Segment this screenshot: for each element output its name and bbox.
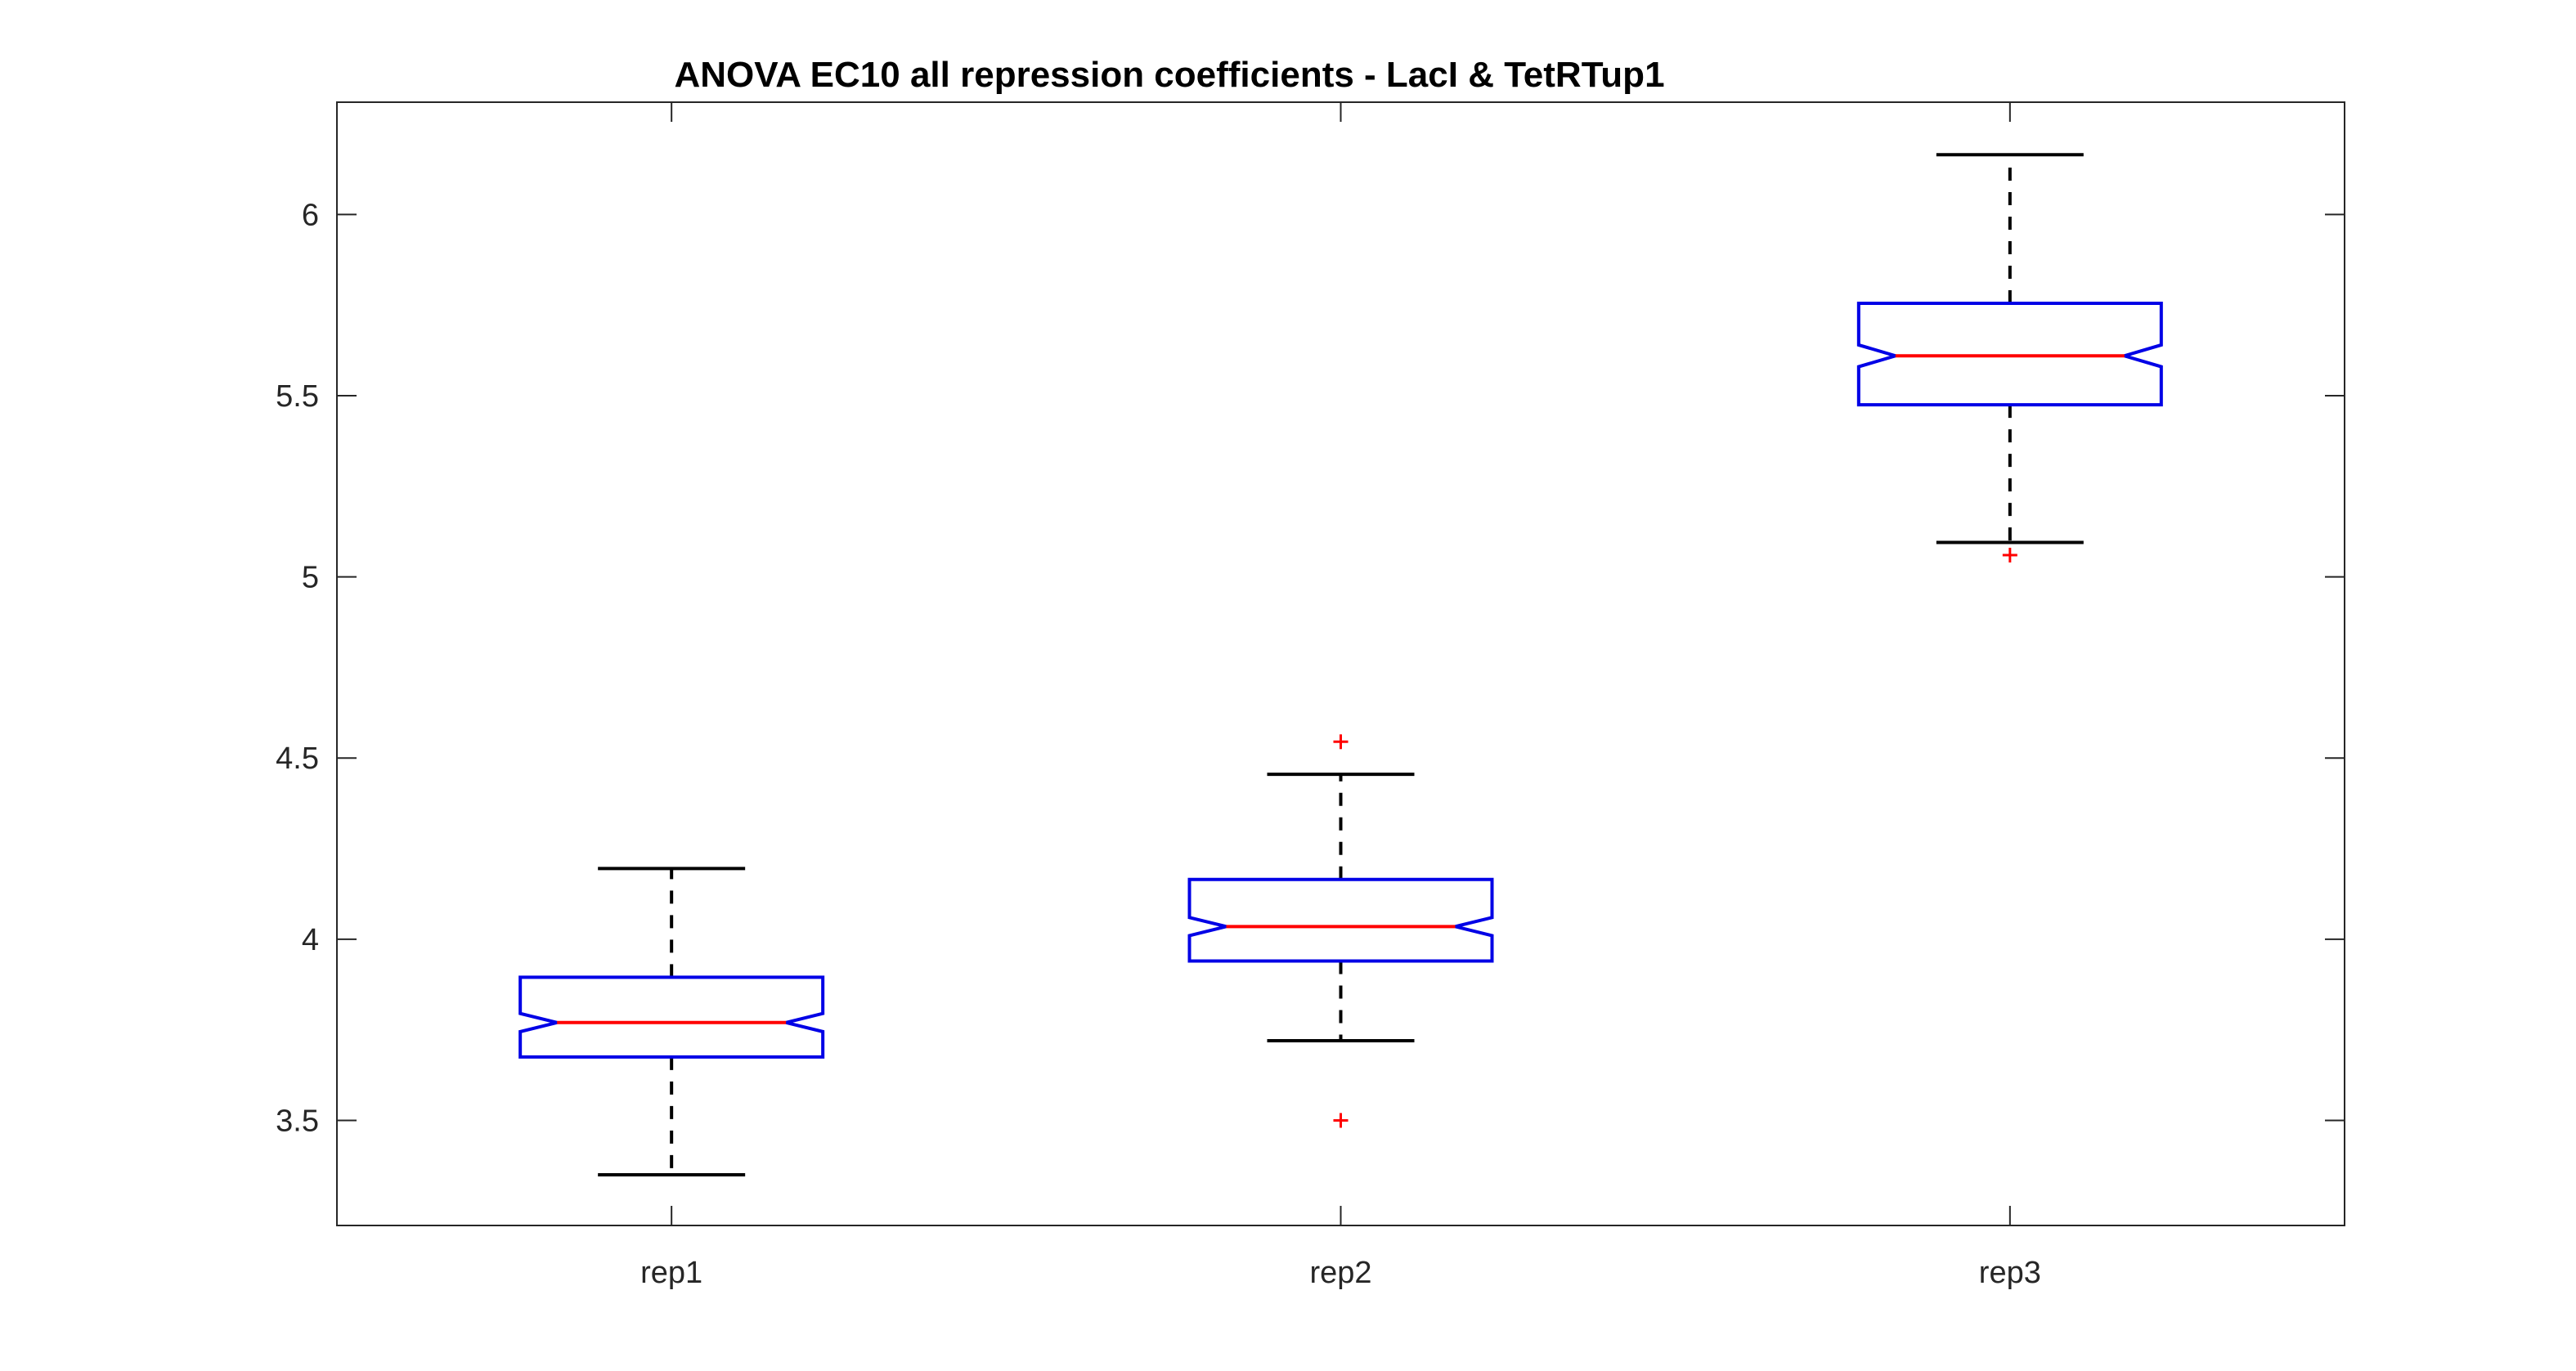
outlier-marker — [1333, 734, 1349, 750]
box-rep2 — [1187, 734, 1494, 1128]
x-tick-label: rep3 — [1979, 1256, 2041, 1290]
chart-title: ANOVA EC10 all repression coefficients -… — [674, 55, 1664, 95]
y-tick-label: 5.5 — [276, 379, 319, 414]
y-tick-label: 4.5 — [276, 742, 319, 776]
y-axis: 3.5 4 4.5 5 5.5 6 — [276, 198, 2345, 1138]
notched-box — [1856, 301, 2163, 407]
notched-box — [518, 975, 825, 1059]
outlier-marker — [2002, 548, 2017, 563]
y-tick-label: 3.5 — [276, 1104, 319, 1138]
y-tick-label: 6 — [302, 198, 319, 232]
x-tick-label: rep2 — [1309, 1256, 1371, 1290]
outlier-marker — [1333, 1113, 1349, 1128]
box-rep3 — [1856, 153, 2163, 563]
box-series — [518, 153, 2163, 1176]
notched-box — [1187, 877, 1494, 963]
x-axis: rep1 rep2 rep3 — [640, 102, 2041, 1290]
y-tick-label: 4 — [302, 923, 319, 957]
box-rep1 — [518, 867, 825, 1176]
x-tick-label: rep1 — [640, 1256, 702, 1290]
y-tick-label: 5 — [302, 561, 319, 595]
